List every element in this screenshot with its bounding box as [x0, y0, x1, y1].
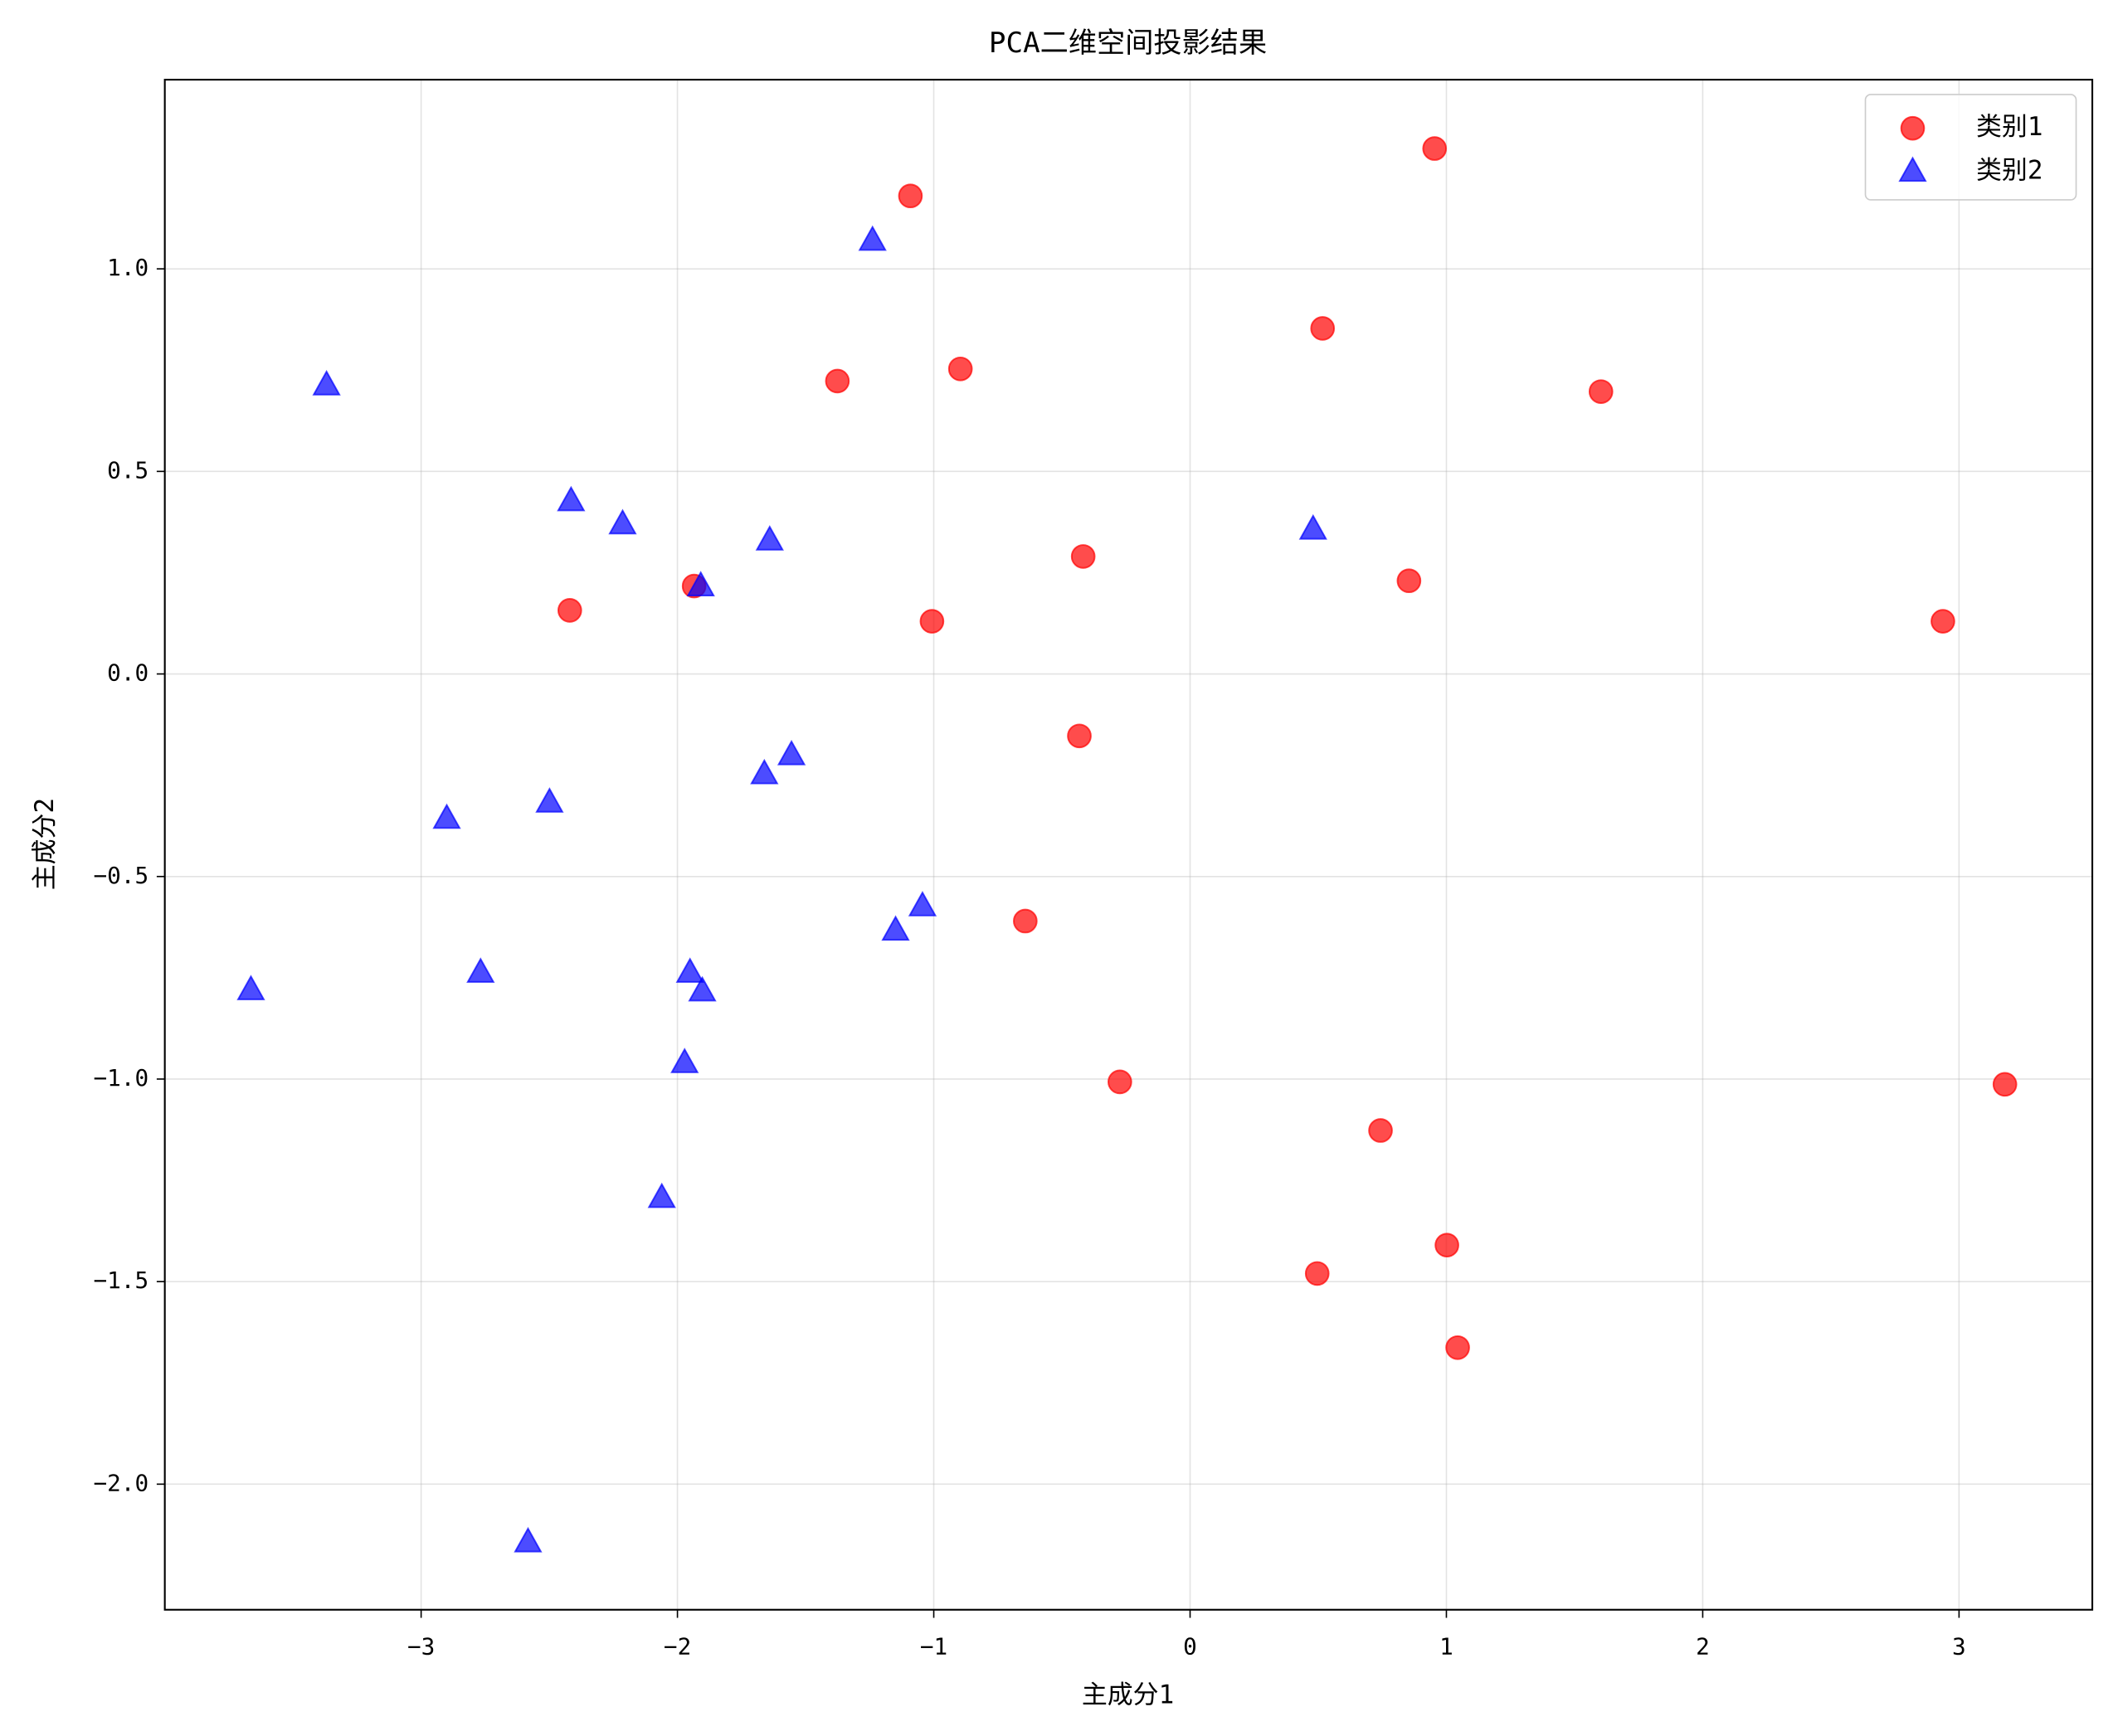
circle-point	[1931, 609, 1955, 634]
triangle-point	[858, 225, 887, 251]
triangle-point	[686, 571, 715, 596]
circle-point	[919, 609, 945, 634]
x-tick-label: 0	[1183, 1632, 1197, 1660]
triangle-point	[557, 485, 586, 512]
y-tick-label: −1.5	[94, 1267, 149, 1294]
circle-point	[1013, 908, 1038, 934]
triangle-point	[514, 1526, 543, 1553]
triangle-point	[432, 803, 461, 829]
circle-point	[557, 598, 582, 623]
circle-point	[1067, 723, 1092, 749]
triangle-point	[466, 957, 495, 983]
triangle-point	[670, 1048, 699, 1073]
circle-point	[1396, 568, 1422, 594]
x-tick-label: −1	[920, 1632, 947, 1660]
x-tick-label: −2	[664, 1632, 691, 1660]
circle-point	[1445, 1335, 1470, 1360]
x-axis-label: 主成分1	[1082, 1680, 1174, 1709]
legend-label: 类别1	[1976, 112, 2043, 142]
circle-point	[825, 368, 850, 394]
triangle-point	[908, 891, 937, 917]
marks	[236, 136, 2018, 1553]
triangle-point	[777, 739, 806, 766]
y-tick-label: −2.0	[94, 1469, 149, 1496]
y-tick-label: −0.5	[94, 862, 149, 889]
circle-point	[1310, 316, 1336, 341]
circle-point	[1900, 115, 1926, 141]
circle-point	[1434, 1233, 1459, 1258]
circle-point	[1992, 1072, 2018, 1097]
x-tick-label: 3	[1952, 1632, 1966, 1660]
x-tick-label: −3	[407, 1632, 435, 1660]
grid	[164, 80, 2093, 1610]
triangle-point	[535, 787, 564, 813]
triangle-point	[236, 975, 265, 1000]
triangle-point	[688, 975, 717, 1002]
circle-point	[947, 356, 973, 382]
circle-point	[1070, 544, 1096, 569]
legend-box	[1864, 94, 2077, 201]
x-tick-label: 1	[1439, 1632, 1453, 1660]
triangle-point	[608, 508, 637, 535]
triangle-point	[755, 525, 784, 551]
circle-point	[1108, 1069, 1132, 1095]
x-tick-label: 2	[1696, 1632, 1710, 1660]
y-tick-label: −1.0	[94, 1064, 149, 1092]
circle-point	[1588, 379, 1614, 404]
triangle-point	[647, 1182, 676, 1208]
triangle-point	[1298, 513, 1327, 540]
y-tick-label: 1.0	[107, 254, 149, 281]
triangle-point	[312, 370, 341, 396]
legend-label: 类别2	[1976, 155, 2043, 185]
plot-frame	[163, 79, 2094, 1611]
circle-point	[898, 183, 923, 209]
y-tick-label: 0.0	[107, 659, 149, 687]
triangle-point	[1898, 156, 1927, 182]
y-axis-label: 主成分2	[30, 798, 60, 890]
circle-point	[1422, 136, 1448, 161]
circle-point	[1304, 1261, 1330, 1286]
triangle-point	[675, 957, 704, 983]
y-tick-label: 0.5	[107, 456, 149, 484]
chart-title: PCA二维空间投影结果	[989, 27, 1267, 60]
triangle-point	[881, 915, 910, 941]
circle-point	[1368, 1118, 1393, 1143]
triangle-point	[750, 758, 779, 785]
